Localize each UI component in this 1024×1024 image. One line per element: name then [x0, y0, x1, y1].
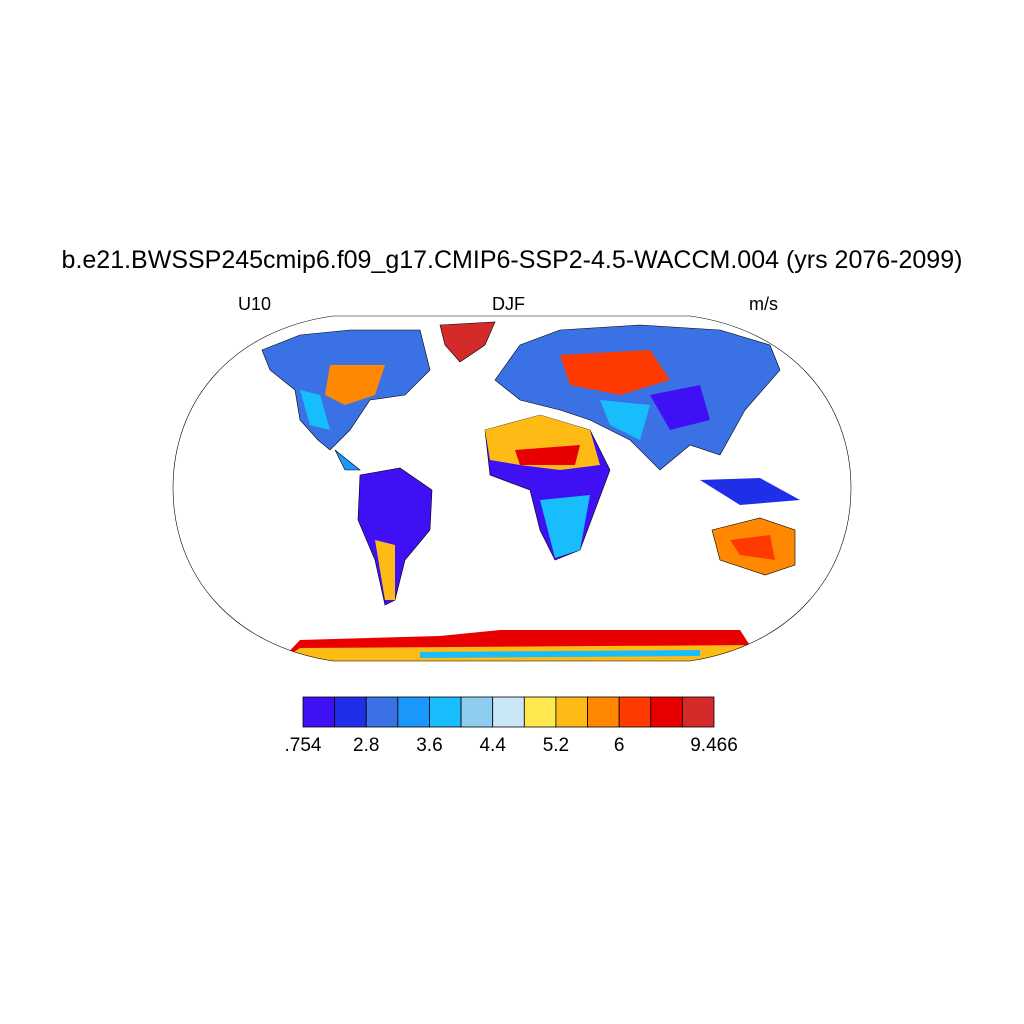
colorbar-label: 3.6: [416, 735, 443, 756]
right-string: m/s: [749, 294, 778, 314]
colorbar-label: 4.4: [479, 735, 506, 756]
colorbar: [302, 696, 715, 728]
colorbar-label: 5.2: [542, 735, 570, 756]
colorbar-label: 9.466: [690, 735, 738, 756]
colorbar-box: [365, 696, 399, 728]
colorbar-label: 2.8: [353, 735, 380, 756]
colorbar-box: [618, 696, 652, 728]
south-america: [357, 467, 433, 606]
colorbar-box: [492, 696, 525, 728]
colorbar-box: [460, 696, 494, 728]
greenland: [439, 321, 496, 363]
map-border: [172, 315, 852, 662]
colorbar-box: [650, 696, 683, 728]
plot-title: b.e21.BWSSP245cmip6.f09_g17.CMIP6-SSP2-4…: [61, 246, 963, 274]
left-string: U10: [238, 294, 272, 314]
colorbar-box: [334, 696, 367, 728]
colorbar-box: [587, 696, 620, 728]
colorbar-box: [523, 696, 557, 728]
land-field: [261, 321, 800, 661]
colorbar-box: [429, 696, 462, 728]
colorbar-box: [302, 696, 336, 728]
colorbar-box: [555, 696, 588, 728]
colorbar-label: .754: [284, 735, 322, 756]
center-string: DJF: [492, 294, 525, 314]
colorbar-box: [681, 696, 715, 728]
colorbar-label: 6: [613, 735, 625, 756]
colorbar-box: [397, 696, 430, 728]
